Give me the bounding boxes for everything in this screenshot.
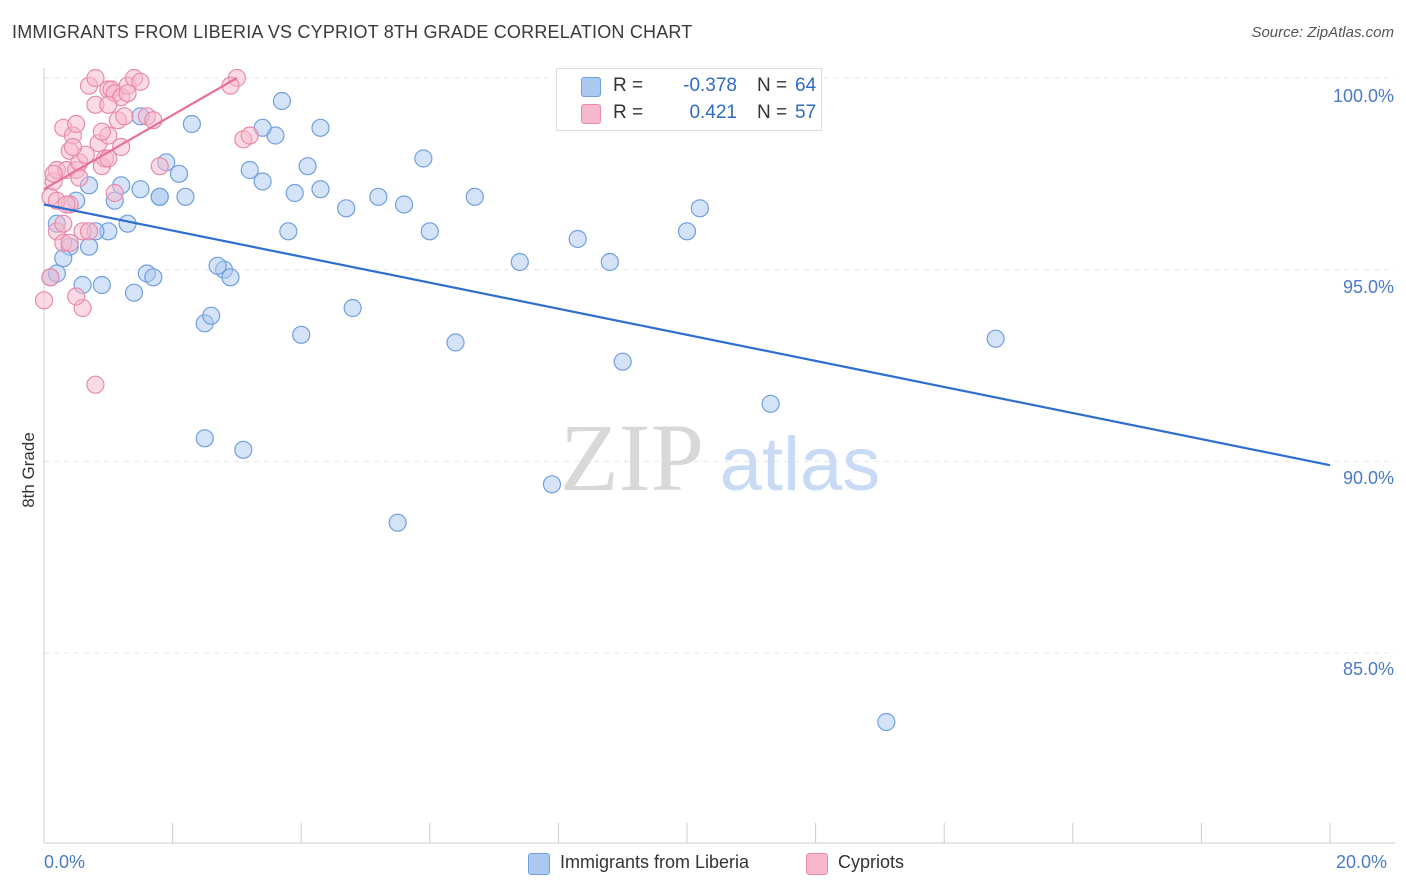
cypriots-trend-line xyxy=(43,77,238,191)
liberia-point xyxy=(169,164,189,183)
watermark-atlas: atlas xyxy=(720,422,881,507)
cypriots-point xyxy=(79,222,99,241)
x-tick-label-min: 0.0% xyxy=(44,852,86,872)
legend-n-value: 57 xyxy=(795,102,817,123)
legend-swatch-pink xyxy=(806,853,828,875)
cypriots-point xyxy=(41,268,60,287)
source-label: Source: ZipAtlas.com xyxy=(1251,24,1394,41)
liberia-point xyxy=(761,394,780,413)
liberia-point xyxy=(292,325,311,344)
cypriots-point xyxy=(92,122,111,141)
liberia-point xyxy=(877,712,896,732)
liberia-point xyxy=(176,187,195,206)
legend-r-value: 0.421 xyxy=(689,102,737,123)
liberia-point xyxy=(202,306,221,325)
chart-title: IMMIGRANTS FROM LIBERIA VS CYPRIOT 8TH G… xyxy=(12,22,693,42)
y-tick-label-85: 85.0% xyxy=(1342,659,1394,679)
legend-label-liberia: Immigrants from Liberia xyxy=(560,852,750,872)
liberia-point xyxy=(986,329,1005,348)
liberia-point xyxy=(279,222,298,241)
cypriots-point xyxy=(86,68,105,88)
legend-n-value: 64 xyxy=(795,75,817,96)
liberia-point xyxy=(446,333,465,352)
liberia-point xyxy=(131,180,150,199)
liberia-point xyxy=(311,118,330,137)
legend-label-cypriots: Cypriots xyxy=(838,852,905,872)
liberia-point xyxy=(369,187,388,206)
cypriots-point xyxy=(150,157,169,176)
y-tick-label-95: 95.0% xyxy=(1342,277,1394,297)
liberia-point xyxy=(92,275,111,295)
legend-n-label: N = xyxy=(757,75,788,96)
legend-swatch-blue xyxy=(581,77,601,97)
watermark-zip: ZIP xyxy=(560,404,704,511)
liberia-point xyxy=(285,183,304,203)
liberia-point xyxy=(195,429,214,448)
liberia-point xyxy=(221,268,240,287)
cypriots-point xyxy=(115,107,134,126)
cypriots-point xyxy=(54,214,73,233)
liberia-point xyxy=(542,475,562,494)
liberia-point xyxy=(510,252,529,272)
liberia-point xyxy=(343,298,362,318)
liberia-point xyxy=(79,237,99,256)
liberia-point xyxy=(568,229,587,249)
cypriots-point xyxy=(67,287,86,306)
liberia-point xyxy=(311,180,330,199)
liberia-point xyxy=(465,187,484,206)
cypriots-point xyxy=(118,84,137,103)
legend-r-label: R = xyxy=(613,102,644,123)
x-tick-label-max: 20.0% xyxy=(1336,852,1388,872)
cypriots-point xyxy=(60,233,79,252)
stats-legend: R = -0.378 N = 64 R = 0.421 N = 57 xyxy=(556,68,822,131)
cypriots-point xyxy=(67,114,86,134)
liberia-point xyxy=(144,268,163,287)
legend-n-label: N = xyxy=(757,102,788,123)
watermark: ZIP atlas xyxy=(560,404,880,511)
liberia-point xyxy=(240,160,259,180)
series-cypriots-points xyxy=(34,68,259,394)
cypriots-point xyxy=(86,375,105,394)
liberia-point xyxy=(420,222,439,241)
liberia-point xyxy=(677,222,697,241)
liberia-point xyxy=(124,283,144,302)
legend-swatch-pink xyxy=(581,104,601,124)
trend-lines xyxy=(43,77,1331,467)
liberia-point xyxy=(234,440,253,459)
liberia-point xyxy=(298,157,317,176)
cypriots-point xyxy=(99,95,118,114)
cypriots-point xyxy=(105,183,124,203)
liberia-point xyxy=(54,249,73,268)
liberia-trend-line xyxy=(43,203,1331,467)
liberia-point xyxy=(182,114,201,134)
cypriots-point xyxy=(131,72,150,91)
y-axis-label: 8th Grade xyxy=(19,432,38,508)
liberia-point xyxy=(388,513,407,532)
cypriots-point xyxy=(240,126,259,145)
liberia-point xyxy=(414,149,433,168)
cypriots-point xyxy=(34,291,54,310)
liberia-point xyxy=(150,187,169,206)
liberia-point xyxy=(690,199,709,218)
liberia-point xyxy=(394,195,414,214)
legend-r-value: -0.378 xyxy=(683,75,737,96)
cypriots-point xyxy=(63,137,83,157)
liberia-point xyxy=(600,252,619,272)
series-liberia-points xyxy=(41,68,1005,732)
liberia-point xyxy=(337,199,356,218)
liberia-point xyxy=(208,256,227,275)
liberia-point xyxy=(272,91,292,111)
legend-r-label: R = xyxy=(613,75,644,96)
liberia-point xyxy=(253,172,272,191)
y-tick-label-100: 100.0% xyxy=(1332,86,1394,106)
liberia-point xyxy=(613,352,632,371)
cypriots-point xyxy=(44,164,63,183)
legend-swatch-blue xyxy=(528,853,550,875)
y-tick-label-90: 90.0% xyxy=(1342,468,1394,488)
